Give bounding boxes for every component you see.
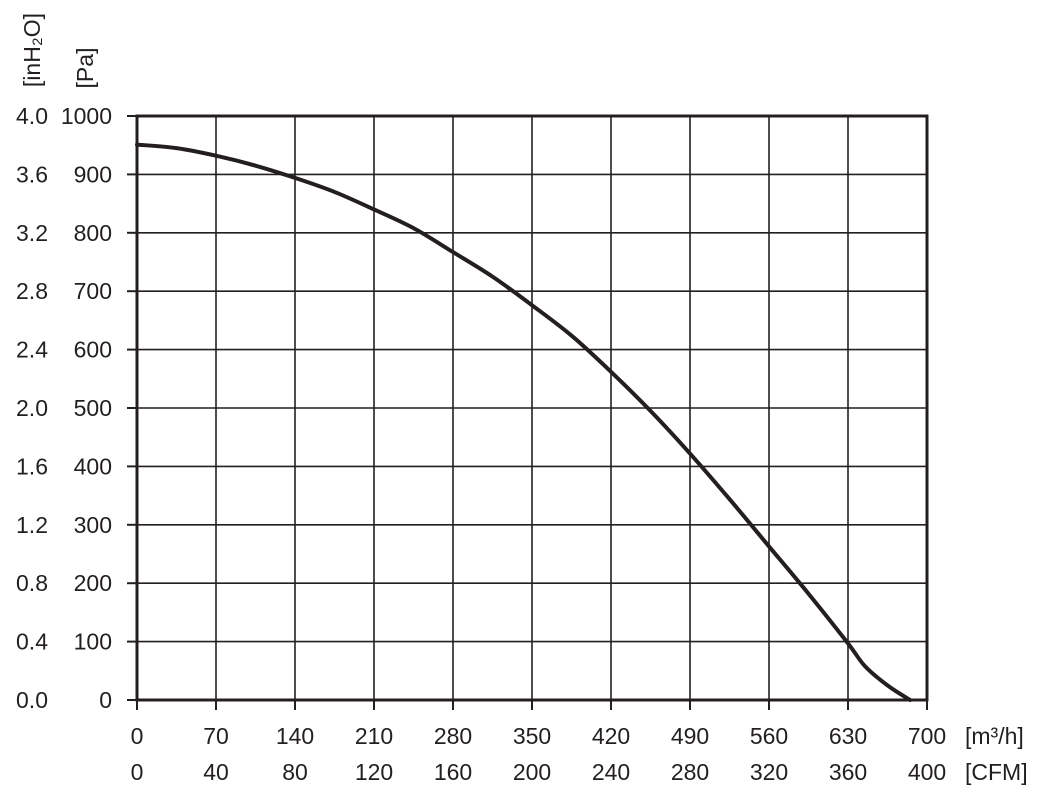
y-primary-tick-label: 900 (74, 161, 112, 187)
y-secondary-tick-label: 3.6 (16, 161, 48, 187)
x-secondary-tick-label: 40 (203, 759, 229, 785)
x-secondary-tick-label: 0 (131, 759, 144, 785)
y-secondary-tick-label: 1.2 (16, 512, 48, 538)
y-secondary-tick-label: 1.6 (16, 453, 48, 479)
tick-labels: 0070401408021012028016035020042024049028… (16, 103, 946, 785)
grid (137, 116, 927, 700)
y-primary-unit-label: [Pa] (72, 48, 98, 89)
x-secondary-tick-label: 80 (282, 759, 308, 785)
x-secondary-tick-label: 400 (908, 759, 946, 785)
x-secondary-tick-label: 240 (592, 759, 630, 785)
y-primary-tick-label: 1000 (61, 103, 112, 129)
x-secondary-tick-label: 320 (750, 759, 788, 785)
x-primary-tick-label: 420 (592, 723, 630, 749)
x-primary-tick-label: 700 (908, 723, 946, 749)
x-primary-tick-label: 490 (671, 723, 709, 749)
series-layer (135, 142, 913, 702)
x-primary-unit-label: [m³/h] (965, 723, 1024, 749)
y-primary-tick-label: 500 (74, 395, 112, 421)
x-primary-tick-label: 140 (276, 723, 314, 749)
x-primary-tick-label: 0 (131, 723, 144, 749)
x-secondary-unit-label: [CFM] (965, 759, 1028, 785)
y-primary-tick-label: 700 (74, 278, 112, 304)
x-primary-tick-label: 350 (513, 723, 551, 749)
series-line-0 (135, 142, 913, 702)
x-secondary-tick-label: 120 (355, 759, 393, 785)
x-secondary-tick-label: 280 (671, 759, 709, 785)
y-secondary-tick-label: 2.0 (16, 395, 48, 421)
y-secondary-tick-label: 0.4 (16, 629, 48, 655)
y-secondary-tick-label: 2.8 (16, 278, 48, 304)
x-primary-tick-label: 560 (750, 723, 788, 749)
y-primary-tick-label: 100 (74, 629, 112, 655)
x-primary-tick-label: 280 (434, 723, 472, 749)
x-primary-tick-label: 70 (203, 723, 229, 749)
y-primary-tick-label: 200 (74, 570, 112, 596)
y-primary-tick-label: 400 (74, 453, 112, 479)
y-primary-tick-label: 0 (99, 687, 112, 713)
y-primary-tick-label: 300 (74, 512, 112, 538)
y-primary-tick-label: 600 (74, 337, 112, 363)
x-secondary-tick-label: 160 (434, 759, 472, 785)
x-secondary-tick-label: 360 (829, 759, 867, 785)
x-primary-tick-label: 630 (829, 723, 867, 749)
y-primary-tick-label: 800 (74, 220, 112, 246)
y-secondary-tick-label: 3.2 (16, 220, 48, 246)
y-secondary-tick-label: 0.8 (16, 570, 48, 596)
y-secondary-tick-label: 2.4 (16, 337, 48, 363)
y-secondary-unit-label: [inH₂O] (19, 13, 45, 87)
x-primary-tick-label: 210 (355, 723, 393, 749)
x-secondary-tick-label: 200 (513, 759, 551, 785)
tick-marks (127, 115, 928, 710)
y-secondary-tick-label: 4.0 (16, 103, 48, 129)
y-secondary-tick-label: 0.0 (16, 687, 48, 713)
